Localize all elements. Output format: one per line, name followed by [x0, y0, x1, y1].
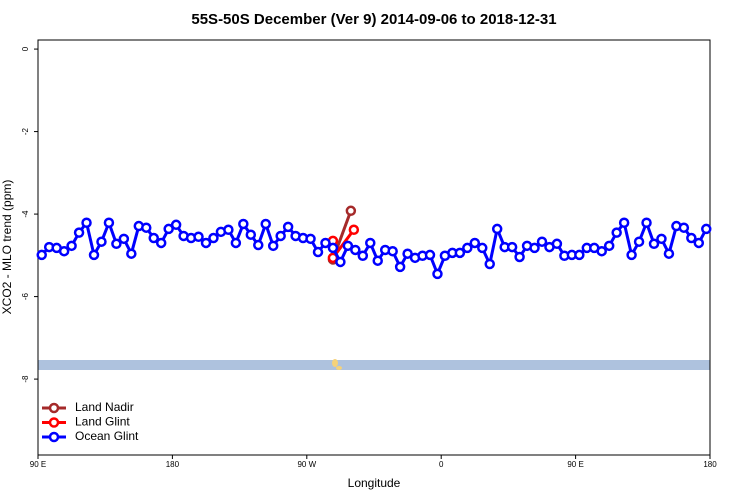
data-point: [596, 245, 607, 257]
data-point: [641, 217, 652, 228]
data-point: [536, 236, 548, 247]
data-point: [148, 232, 159, 244]
data-point: [312, 246, 324, 258]
data-point: [81, 217, 92, 228]
y-tick-label: -2: [21, 127, 30, 135]
data-point: [663, 248, 675, 259]
data-point: [73, 227, 85, 238]
data-point: [200, 237, 212, 249]
data-point: [574, 249, 585, 261]
data-point: [88, 249, 100, 261]
data-point: [36, 249, 47, 261]
y-axis-label: XCO2 - MLO trend (ppm): [0, 180, 14, 315]
data-point: [238, 218, 249, 230]
data-point: [693, 237, 705, 249]
data-point: [96, 236, 107, 247]
data-point: [267, 240, 279, 252]
data-point: [365, 237, 376, 249]
x-tick-label: 180: [703, 460, 717, 469]
data-point: [424, 249, 436, 261]
data-point: [372, 255, 383, 266]
data-point: [402, 248, 413, 259]
x-tick-label: 90 W: [297, 460, 316, 469]
land-strip: [38, 360, 710, 370]
data-point: [387, 245, 398, 257]
data-point: [686, 232, 697, 244]
data-point: [282, 221, 294, 233]
y-tick-label: 0: [21, 46, 30, 51]
data-point: [260, 218, 271, 230]
data-point: [103, 217, 115, 228]
data-point: [701, 223, 712, 235]
data-point: [551, 238, 563, 250]
data-point: [163, 223, 174, 235]
data-point: [348, 224, 360, 236]
data-point: [126, 248, 137, 259]
data-point: [245, 229, 257, 240]
x-tick-label: 90 E: [30, 460, 46, 469]
data-point: [275, 230, 286, 242]
data-point: [230, 237, 242, 249]
y-tick-label: -4: [21, 210, 30, 218]
data-point: [155, 237, 167, 249]
land-blob: [332, 359, 338, 367]
x-tick-label: 180: [166, 460, 180, 469]
data-point: [633, 236, 645, 247]
x-tick-label: 90 E: [567, 460, 583, 469]
data-point: [454, 247, 466, 259]
chart-title: 55S-50S December (Ver 9) 2014-09-06 to 2…: [191, 11, 556, 28]
data-point: [223, 224, 234, 236]
data-point: [253, 239, 264, 251]
data-point: [58, 245, 70, 257]
legend-label: Ocean Glint: [75, 429, 139, 443]
data-point: [350, 244, 361, 256]
data-point: [305, 233, 316, 245]
data-point: [484, 258, 495, 270]
x-tick-label: 0: [439, 460, 444, 469]
data-point: [656, 233, 667, 245]
data-point: [626, 249, 637, 261]
data-point: [491, 223, 503, 235]
data-point: [618, 217, 630, 228]
data-point: [141, 222, 152, 233]
data-point: [118, 233, 130, 245]
data-point: [462, 242, 473, 254]
land-blob: [336, 366, 342, 370]
data-point: [111, 238, 122, 250]
data-point: [345, 205, 357, 217]
data-point: [506, 241, 518, 253]
legend-marker: [48, 402, 60, 414]
data-point: [208, 232, 219, 244]
data-point: [66, 240, 77, 252]
data-point: [342, 240, 354, 252]
data-point: [648, 238, 660, 250]
legend-label: Land Nadir: [75, 400, 134, 414]
data-point: [170, 219, 182, 231]
data-point: [678, 222, 690, 233]
legend-marker: [48, 431, 60, 443]
data-point: [469, 237, 481, 249]
data-point: [432, 268, 443, 280]
legend-label: Land Glint: [75, 415, 130, 429]
data-point: [529, 242, 540, 254]
data-point: [193, 231, 204, 243]
data-point: [611, 227, 622, 238]
data-point: [335, 256, 346, 268]
legend-marker: [48, 417, 60, 428]
data-point: [327, 242, 339, 254]
y-tick-label: -8: [21, 375, 30, 383]
y-tick-label: -6: [21, 292, 30, 300]
data-point: [357, 250, 369, 262]
data-point: [603, 240, 615, 252]
plot-frame: [37, 39, 711, 456]
x-axis-label: Longitude: [348, 476, 401, 490]
data-point: [514, 251, 525, 263]
data-point: [394, 261, 406, 273]
data-point: [477, 242, 488, 254]
data-point: [320, 237, 331, 249]
